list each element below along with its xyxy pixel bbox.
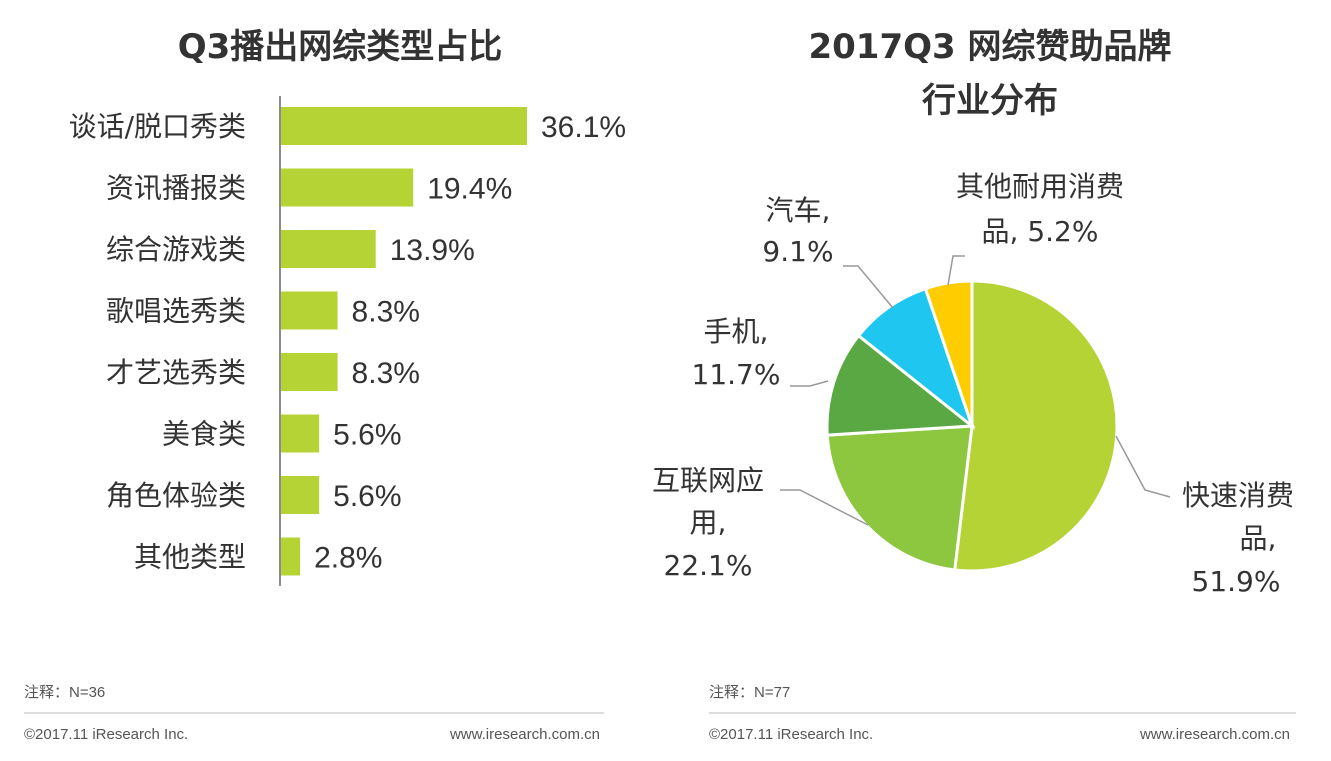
pie-slices-group	[825, 279, 1119, 573]
bar-value-label: 13.9%	[390, 234, 475, 267]
pie-slice-label: 手机,	[704, 315, 769, 348]
bar-category-label: 资讯播报类	[106, 172, 246, 205]
pie-footer-copyright: ©2017.11 iResearch Inc.	[709, 726, 873, 743]
pie-slice-label: 互联网应	[652, 464, 764, 497]
pie-chart-title-line2: 行业分布	[922, 81, 1058, 121]
bar-footer-copyright: ©2017.11 iResearch Inc.	[24, 726, 188, 743]
bar	[281, 291, 338, 330]
bar-note: 注释：N=36	[24, 684, 105, 701]
pie-slice-label: 汽车,	[766, 194, 831, 227]
bar-category-label: 综合游戏类	[106, 233, 246, 266]
pie-leader-line	[780, 489, 869, 526]
bar-category-label: 谈话/脱口秀类	[69, 110, 246, 143]
bar	[281, 414, 320, 453]
bar-value-label: 19.4%	[427, 173, 512, 206]
bar	[281, 107, 527, 145]
pie-leaders-group	[780, 255, 1171, 526]
pie-slice	[856, 286, 976, 431]
pie-slice-label: 其他耐用消费	[956, 170, 1124, 203]
bar-category-label: 角色体验类	[106, 479, 246, 512]
bar-chart: Q3播出网综类型占比 谈话/脱口秀类 36.1% 资讯播报类 19.4% 综合游戏类 13…	[24, 27, 626, 743]
pie-slice	[953, 279, 1119, 573]
bar	[281, 353, 338, 391]
pie-leader-line	[843, 265, 894, 309]
pie-slice-label: 51.9%	[1192, 565, 1281, 598]
pie-slice-label: 用,	[690, 506, 727, 539]
pie-chart-title-line1: 2017Q3 网综赞助品牌	[808, 27, 1171, 67]
pie-slice	[825, 424, 974, 572]
pie-leader-line	[947, 255, 965, 286]
bar-chart-title: Q3播出网综类型占比	[178, 27, 503, 67]
pie-slice-label: 快速消费	[1182, 479, 1294, 512]
pie-leader-line	[790, 380, 829, 387]
bar-value-label: 8.3%	[352, 357, 420, 390]
bar-category-label: 才艺选秀类	[106, 356, 246, 389]
bar-value-label: 5.6%	[333, 480, 401, 513]
bar	[281, 537, 301, 576]
bar-value-label: 2.8%	[314, 542, 382, 575]
pie-slice-label: 22.1%	[664, 549, 753, 582]
pie-slice-label: 品,	[1240, 522, 1277, 555]
pie-slice	[825, 333, 976, 437]
bar-category-label: 美食类	[162, 418, 246, 451]
pie-slice-label: 品, 5.2%	[982, 215, 1099, 248]
bars-group: 谈话/脱口秀类 36.1% 资讯播报类 19.4% 综合游戏类 13.9% 歌唱选秀类 8.3…	[69, 107, 626, 576]
bar-footer-url: www.iresearch.com.cn	[449, 726, 600, 743]
bar-value-label: 8.3%	[352, 296, 420, 329]
pie-slice-label: 9.1%	[762, 235, 833, 268]
bar	[281, 476, 320, 514]
bar	[281, 168, 414, 207]
bar-category-label: 歌唱选秀类	[106, 295, 246, 328]
bar	[281, 230, 376, 268]
pie-slice-label: 11.7%	[692, 358, 781, 391]
bar-category-label: 其他类型	[134, 541, 246, 574]
pie-leader-line	[1115, 435, 1171, 498]
pie-note: 注释：N=77	[709, 684, 790, 701]
bar-value-label: 36.1%	[541, 111, 626, 144]
pie-footer-url: www.iresearch.com.cn	[1139, 726, 1290, 743]
bar-value-label: 5.6%	[333, 419, 401, 452]
